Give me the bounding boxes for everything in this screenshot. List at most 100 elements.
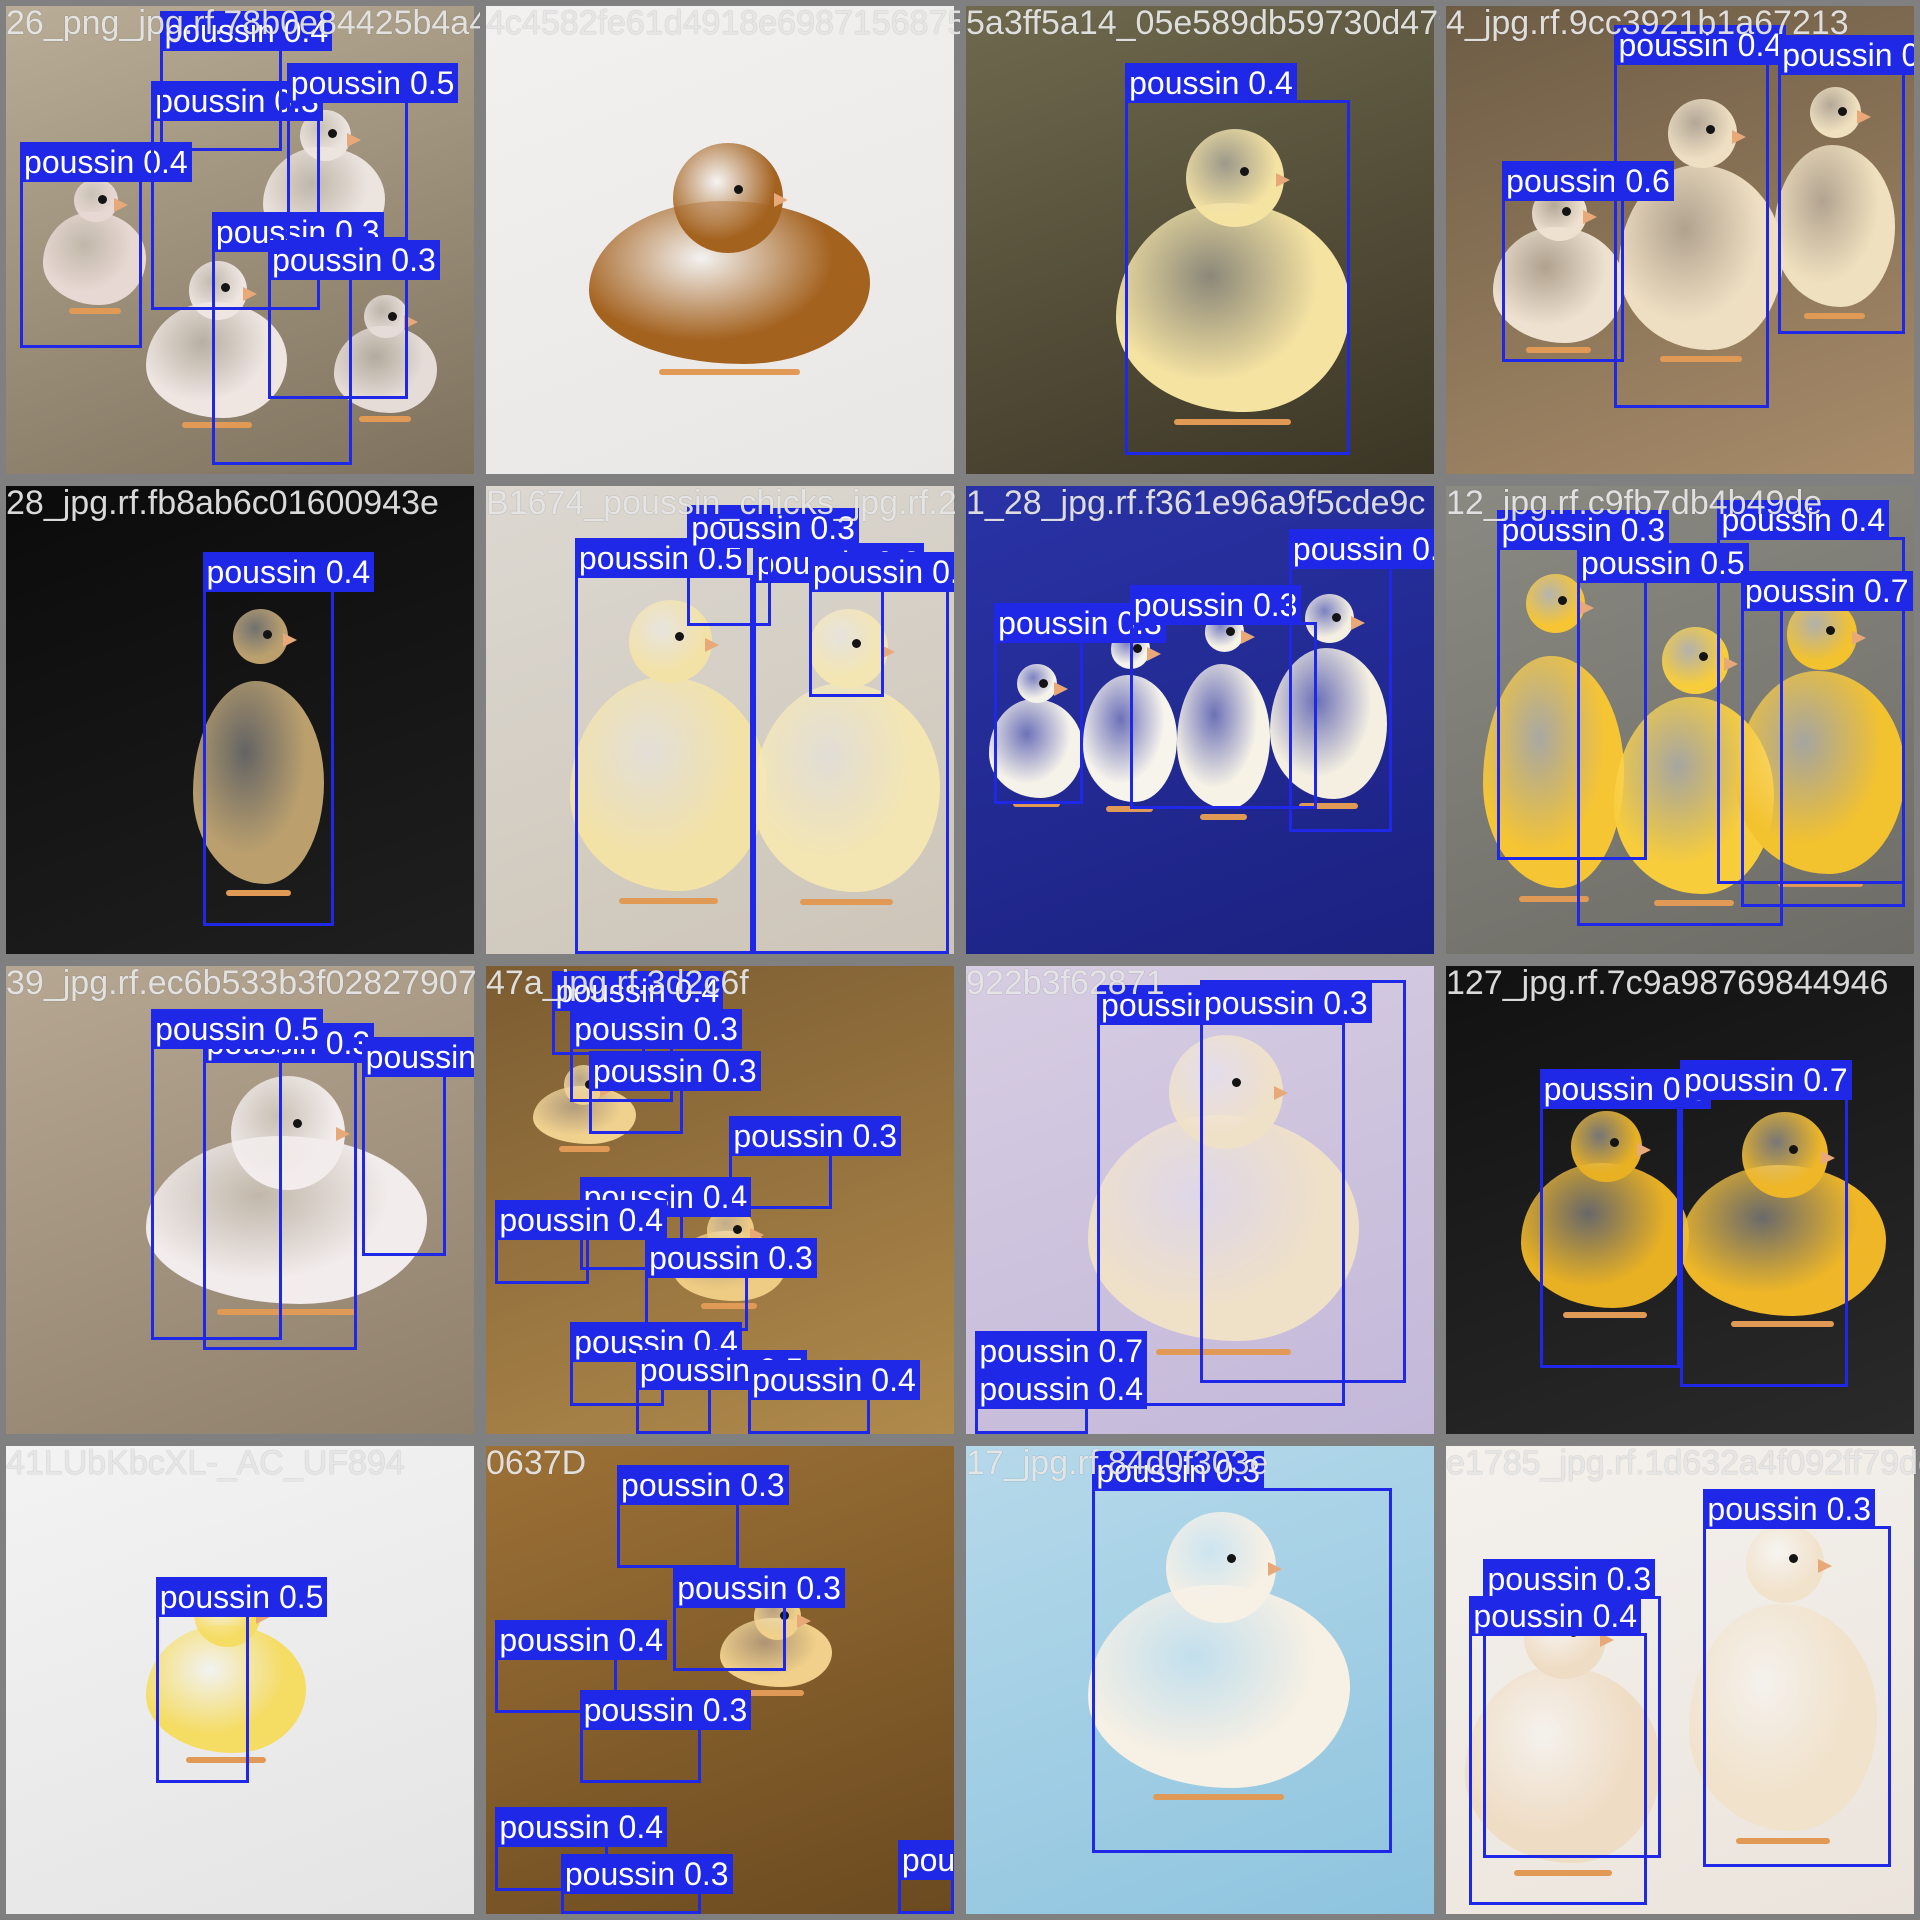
image-tile: poussin 0.3 poussin 0.5 poussin 0.4 poussin… xyxy=(1440,480,1920,960)
detection-box: poussin 0.3 xyxy=(268,240,440,400)
chick-beak xyxy=(1273,1086,1288,1100)
detection-label: poussin 0.3 xyxy=(645,1237,817,1278)
chick-legs xyxy=(359,415,411,422)
detection-box: poussin 0.3 xyxy=(1200,980,1406,1383)
chick-legs xyxy=(1654,900,1734,907)
detection-label: poussin 0.4 xyxy=(1125,62,1297,103)
chick-legs xyxy=(1200,813,1247,820)
image-tile: poussin 0.3 poussin 0.3 poussin 0.4 poussin… xyxy=(480,1440,960,1920)
tile-border xyxy=(480,960,960,1440)
chick-legs xyxy=(1299,803,1358,810)
chick-legs xyxy=(1518,895,1589,902)
tile-border xyxy=(480,0,960,480)
image-filename: 127_jpg.rf.7c9a98769844946 xyxy=(1446,964,1889,1002)
chick-eye xyxy=(1562,206,1572,216)
chick-eye xyxy=(674,631,684,641)
image-filename: B1674_poussin_chicks_jpg.rf.2 xyxy=(486,484,957,522)
tile-border xyxy=(1440,960,1920,1440)
chick-eye xyxy=(1226,1554,1236,1564)
detection-label: poussin 0.7 xyxy=(975,1331,1148,1372)
detection-label: poussin 0.3 xyxy=(1092,1451,1265,1492)
chick-shape xyxy=(1087,1115,1360,1342)
chick-legs xyxy=(1525,346,1592,353)
chick-eye xyxy=(1838,106,1848,116)
chick-head xyxy=(808,609,888,688)
detection-box: poussin 0.4 xyxy=(202,551,375,926)
chick-beak xyxy=(1821,1150,1836,1165)
chick-legs xyxy=(1731,1320,1835,1327)
chick-shape xyxy=(752,683,940,893)
detection-box: poussin 0.3 xyxy=(673,1568,845,1671)
detection-label: poussin 0.3 xyxy=(1129,584,1302,625)
chick-legs xyxy=(799,898,894,905)
detection-box: poussin 0.3 xyxy=(1497,509,1670,861)
detection-label: poussin 0.7 xyxy=(1680,1060,1852,1101)
chick-head xyxy=(1810,87,1862,139)
image-tile: 4c4582fe61d4918e698715687573d xyxy=(480,0,960,480)
chick-eye xyxy=(1706,124,1716,134)
chick-head xyxy=(1741,1111,1829,1199)
detection-label: poussin 0.4 xyxy=(160,11,333,52)
chick-beak xyxy=(1240,630,1255,645)
detection-box: poussin 0.7 xyxy=(1680,1060,1852,1388)
chick-legs xyxy=(1106,806,1154,813)
detection-box: poussin 0.5 xyxy=(151,1008,323,1341)
detection-label: poussin 0.4 xyxy=(975,1368,1148,1409)
detection-box: poussin 0.4 xyxy=(361,1036,474,1257)
chick-shape xyxy=(1492,226,1624,343)
chick-photo xyxy=(486,6,954,474)
image-tile: poussin 0.5 41LUbKbcXL-_AC_UF894 xyxy=(0,1440,480,1920)
chick-eye xyxy=(1231,1078,1241,1088)
image-tile: poussin 0.4 5a3ff5a14_05e589db59730d47940… xyxy=(960,0,1440,480)
tile-border xyxy=(960,480,1440,960)
detection-label: poussin 0.5 xyxy=(897,1839,954,1880)
detection-label: poussin 0.6 xyxy=(1502,160,1674,201)
detection-box: poussin 0.4 xyxy=(1125,62,1350,456)
chick-eye xyxy=(1226,627,1236,637)
chick-head xyxy=(1166,1512,1277,1623)
chick-shape xyxy=(43,211,147,305)
detection-label: poussin 0.3 xyxy=(617,1465,789,1506)
chick-eye xyxy=(1557,596,1567,606)
chick-eye xyxy=(1132,644,1142,654)
detection-box: poussin 0.6 xyxy=(1502,160,1674,362)
chick-legs xyxy=(701,1303,758,1310)
chick-legs xyxy=(216,1309,357,1316)
chick-shape xyxy=(1483,656,1624,889)
detection-box: poussin 0.3 xyxy=(560,1853,733,1914)
detection-label: poussin 0.4 xyxy=(20,142,192,183)
detection-box: poussin 0.4 xyxy=(160,11,333,152)
detection-box: poussin 0.5 xyxy=(897,1839,954,1914)
chick-beak xyxy=(881,644,896,659)
detection-label: poussin 0.4 xyxy=(1614,25,1787,66)
detection-box: poussin 0.4 xyxy=(20,142,192,348)
chick-beak xyxy=(797,1614,812,1629)
detection-box: poussin 0.3 xyxy=(579,1689,752,1783)
chick-legs xyxy=(659,368,800,375)
chick-beak xyxy=(1579,600,1594,615)
detection-box: poussin 0.4 xyxy=(748,1359,920,1434)
chick-eye xyxy=(1825,626,1835,636)
chick-beak xyxy=(1267,1561,1282,1576)
chick-shape xyxy=(146,301,287,418)
chick-legs xyxy=(558,1145,610,1152)
chick-beak xyxy=(1636,1142,1651,1157)
detection-label: poussin 0.3 xyxy=(673,1568,845,1609)
chick-eye xyxy=(1789,1144,1799,1154)
chick-eye xyxy=(98,195,108,205)
chick-head xyxy=(629,600,712,683)
chick-legs xyxy=(69,307,121,314)
chick-photo: poussin 0.4 poussin 0.3 poussin 0.3 poussin… xyxy=(6,6,474,474)
chick-beak xyxy=(242,287,257,302)
tile-border xyxy=(1440,0,1920,480)
detection-box: poussin 0.4 xyxy=(1469,1596,1648,1905)
chick-photo: poussin 0.3 poussin 0.7 xyxy=(1446,966,1914,1434)
chick-beak xyxy=(1851,631,1866,646)
detection-box: poussin 0.3 xyxy=(1778,34,1914,334)
